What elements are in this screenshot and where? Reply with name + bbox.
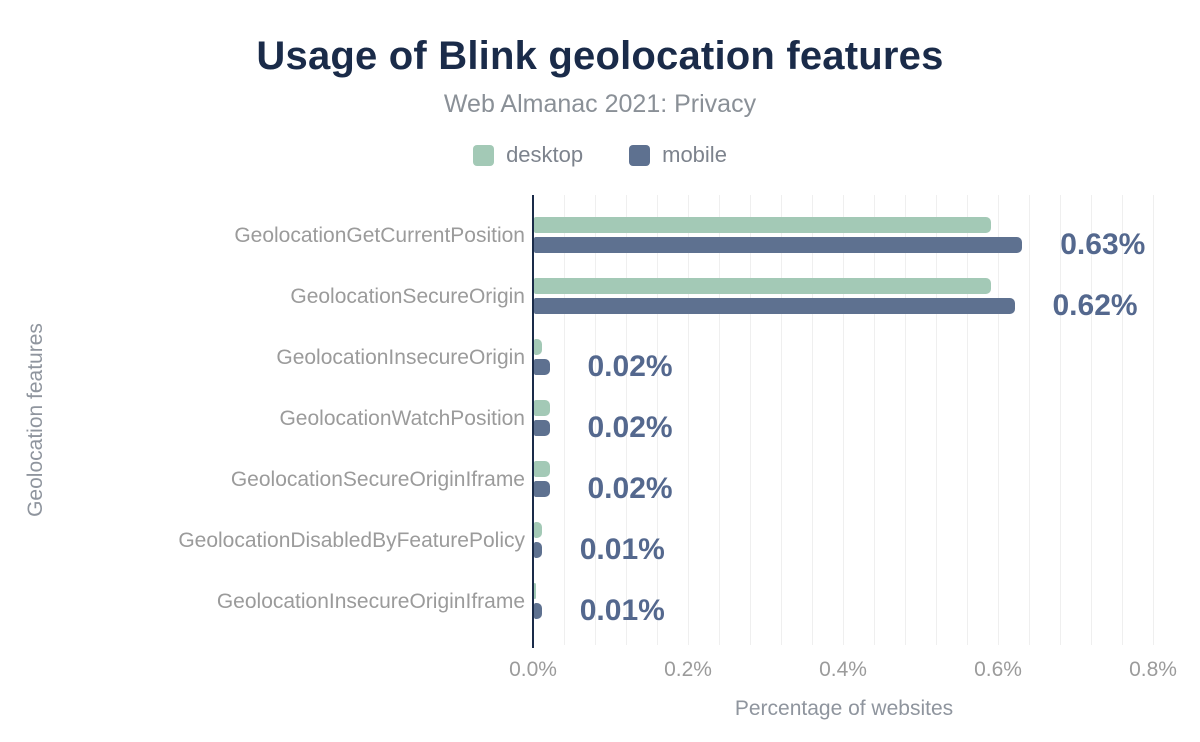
gridline — [1060, 195, 1061, 645]
value-label: 0.63% — [1060, 228, 1146, 261]
gridline — [843, 195, 844, 645]
gridline — [1029, 195, 1030, 645]
desktop-bar — [534, 522, 542, 538]
plot-area — [533, 195, 1155, 645]
x-tick-label: 0.8% — [1129, 658, 1177, 681]
mobile-bar — [534, 542, 542, 558]
mobile-bar — [534, 237, 1023, 253]
legend: desktop mobile — [0, 142, 1200, 168]
gridline — [626, 195, 627, 645]
legend-label: desktop — [506, 142, 584, 167]
gridline — [595, 195, 596, 645]
gridline — [905, 195, 906, 645]
chart-row: GeolocationInsecureOriginIframe 0.01% — [0, 571, 1200, 632]
chart-row: GeolocationInsecureOrigin 0.02% — [0, 327, 1200, 388]
category-label: GeolocationWatchPosition — [279, 407, 525, 430]
x-tick-label: 0.2% — [664, 658, 712, 681]
category-label: GeolocationGetCurrentPosition — [234, 224, 525, 247]
chart-title: Usage of Blink geolocation features — [256, 34, 944, 78]
desktop-swatch-icon — [473, 144, 495, 166]
y-axis-line — [532, 195, 534, 648]
x-axis-title: Percentage of websites — [734, 697, 954, 720]
desktop-bar — [534, 278, 992, 294]
gridline — [1091, 195, 1092, 645]
gridline — [967, 195, 968, 645]
value-label: 0.01% — [579, 533, 665, 566]
mobile-bar — [534, 420, 550, 436]
value-label: 0.01% — [579, 594, 665, 627]
chart-row: GeolocationGetCurrentPosition 0.63% — [0, 205, 1200, 266]
gridline — [1153, 195, 1154, 645]
gridline — [719, 195, 720, 645]
desktop-bar — [534, 461, 550, 477]
chart-row: GeolocationDisabledByFeaturePolicy 0.01% — [0, 510, 1200, 571]
mobile-bar — [534, 298, 1015, 314]
gridline — [812, 195, 813, 645]
x-tick-label: 0.0% — [509, 658, 557, 681]
chart-row: GeolocationSecureOrigin 0.62% — [0, 266, 1200, 327]
value-label: 0.62% — [1052, 289, 1138, 322]
gridline — [688, 195, 689, 645]
category-label: GeolocationDisabledByFeaturePolicy — [178, 529, 525, 552]
gridline — [657, 195, 658, 645]
gridline — [936, 195, 937, 645]
legend-label: mobile — [662, 142, 727, 167]
category-label: GeolocationInsecureOriginIframe — [216, 590, 525, 613]
gridline — [750, 195, 751, 645]
gridline — [874, 195, 875, 645]
desktop-bar — [534, 400, 550, 416]
value-label: 0.02% — [587, 411, 673, 444]
desktop-bar — [534, 217, 992, 233]
category-label: GeolocationSecureOriginIframe — [230, 468, 525, 491]
gridline — [998, 195, 999, 645]
gridline — [564, 195, 565, 645]
chart-subtitle: Web Almanac 2021: Privacy — [443, 90, 757, 118]
chart-row: GeolocationSecureOriginIframe 0.02% — [0, 449, 1200, 510]
mobile-bar — [534, 481, 550, 497]
chart-row: GeolocationWatchPosition 0.02% — [0, 388, 1200, 449]
category-label: GeolocationInsecureOrigin — [276, 346, 525, 369]
gridline — [1122, 195, 1123, 645]
desktop-bar — [534, 339, 542, 355]
gridline — [781, 195, 782, 645]
mobile-bar — [534, 359, 550, 375]
value-label: 0.02% — [587, 350, 673, 383]
legend-item-mobile: mobile — [629, 142, 727, 168]
x-tick-label: 0.4% — [819, 658, 867, 681]
value-label: 0.02% — [587, 472, 673, 505]
legend-item-desktop: desktop — [473, 142, 583, 168]
category-label: GeolocationSecureOrigin — [290, 285, 525, 308]
x-tick-label: 0.6% — [974, 658, 1022, 681]
mobile-swatch-icon — [629, 144, 651, 166]
mobile-bar — [534, 603, 542, 619]
desktop-bar — [534, 583, 536, 599]
